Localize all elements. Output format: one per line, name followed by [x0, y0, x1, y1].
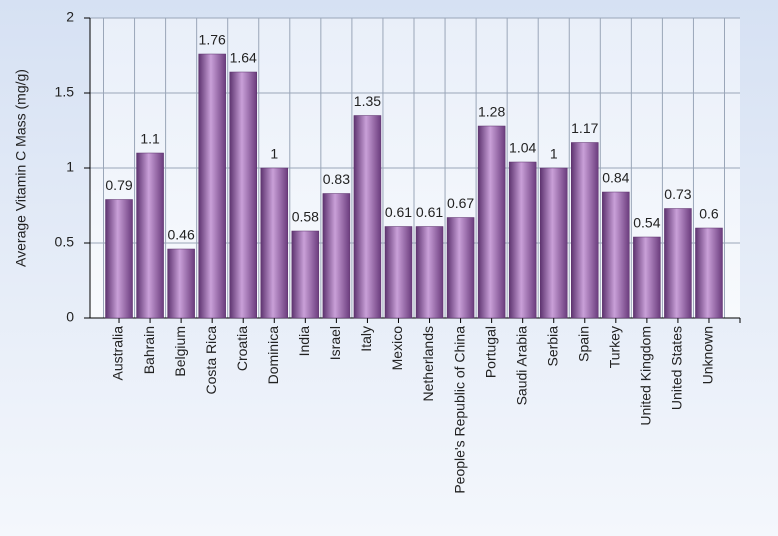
data-label: 1.64: [230, 50, 257, 66]
bar: [446, 217, 475, 319]
data-label: 0.54: [633, 215, 660, 231]
y-tick-label: 1.5: [55, 84, 75, 100]
bar: [415, 226, 444, 319]
y-tick-label: 2: [66, 9, 74, 25]
data-label: 1.04: [509, 140, 536, 156]
bar: [260, 167, 289, 319]
bar: [384, 226, 413, 319]
x-tick-label: Serbia: [544, 326, 560, 367]
data-label: 1.76: [199, 32, 226, 48]
data-label: 1.35: [354, 93, 381, 109]
data-label: 0.83: [323, 171, 350, 187]
x-tick-label: Dominica: [265, 326, 281, 385]
bar: [602, 191, 630, 319]
x-tick-label: United Kingdom: [638, 326, 654, 426]
data-label: 1.17: [571, 120, 598, 136]
data-label: 0.58: [292, 209, 319, 225]
data-label: 0.61: [416, 204, 443, 220]
bar: [167, 248, 195, 319]
bar: [508, 161, 537, 319]
x-tick-label: Israel: [327, 326, 343, 360]
bar: [633, 236, 661, 319]
bar: [136, 152, 164, 319]
x-tick-label: Netherlands: [420, 326, 436, 402]
data-label: 1: [550, 146, 558, 162]
x-tick-label: Turkey: [607, 326, 623, 368]
x-tick-label: Bahrain: [141, 326, 157, 374]
bar: [353, 115, 382, 319]
y-tick-label: 0: [66, 309, 74, 325]
bar: [291, 230, 320, 319]
data-label: 0.79: [105, 177, 132, 193]
bar: [322, 193, 351, 319]
x-tick-label: People's Republic of China: [451, 326, 467, 494]
bar: [477, 125, 506, 319]
bar: [198, 53, 226, 319]
x-tick-label: Unknown: [700, 326, 716, 384]
bar: [571, 142, 599, 319]
data-label: 1.28: [478, 104, 505, 120]
x-tick-label: Australia: [110, 326, 126, 381]
data-label: 0.84: [602, 170, 629, 186]
bar: [539, 167, 568, 319]
x-tick-label: Saudi Arabia: [513, 326, 529, 406]
data-label: 0.46: [168, 227, 195, 243]
y-axis-label: Average Vitamin C Mass (mg/g): [13, 69, 29, 267]
bar: [105, 199, 133, 319]
x-tick-label: India: [296, 326, 312, 357]
x-tick-label: Italy: [358, 326, 374, 352]
data-label: 0.67: [447, 195, 474, 211]
y-tick-label: 1: [66, 159, 74, 175]
x-tick-label: Belgium: [172, 326, 188, 377]
y-tick-label: 0.5: [55, 234, 75, 250]
x-tick-label: Spain: [575, 326, 591, 362]
x-tick-label: Croatia: [234, 326, 250, 371]
x-tick-label: Portugal: [482, 326, 498, 378]
data-label: 0.73: [664, 186, 691, 202]
data-label: 1.1: [140, 131, 160, 147]
x-tick-label: Mexico: [389, 326, 405, 371]
x-tick-label: Costa Rica: [203, 326, 219, 395]
data-label: 1: [270, 146, 278, 162]
bar: [229, 71, 257, 319]
data-label: 0.6: [699, 206, 719, 222]
bar: [664, 208, 692, 319]
bar: [695, 227, 723, 319]
data-label: 0.61: [385, 204, 412, 220]
x-tick-label: United States: [669, 326, 685, 410]
